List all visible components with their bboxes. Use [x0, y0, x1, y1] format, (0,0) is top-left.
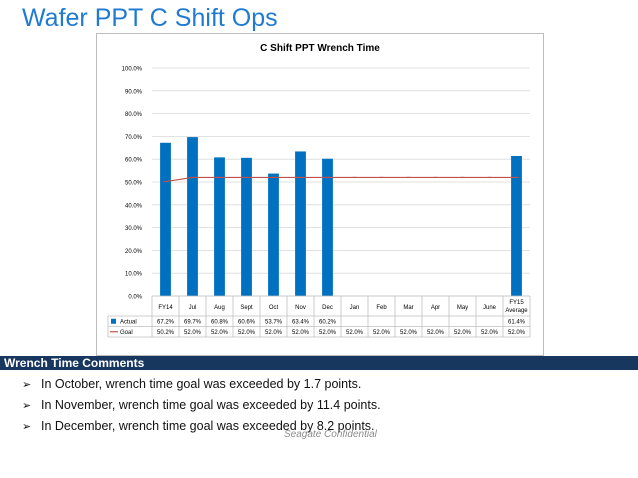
y-tick-label: 40.0% [125, 203, 143, 209]
x-category-label: Oct [269, 305, 279, 311]
y-tick-label: 80.0% [125, 112, 143, 118]
data-value-label: 52.0% [400, 330, 418, 336]
x-category-label: Dec [322, 305, 333, 311]
arrow-bullet-icon: ➢ [22, 421, 32, 433]
bar [187, 137, 198, 296]
bar [268, 173, 279, 296]
comment-text: In October, wrench time goal was exceede… [41, 377, 362, 391]
x-category-label: Aug [214, 305, 225, 311]
data-value-label: 52.0% [508, 330, 526, 336]
bar [160, 142, 171, 296]
data-value-label: 69.7% [184, 320, 202, 326]
goal-line [165, 176, 517, 183]
data-value-label: 52.0% [427, 330, 445, 336]
x-category-label: June [483, 305, 497, 311]
data-value-label: 52.0% [373, 330, 391, 336]
data-value-label: 52.0% [319, 330, 337, 336]
bar [214, 157, 225, 296]
bar [511, 156, 522, 296]
comment-text: In December, wrench time goal was exceed… [41, 419, 375, 433]
series-name: Goal [120, 330, 133, 336]
wrench-time-chart: C Shift PPT Wrench Time 100.0% 90.0% 80.0%… [107, 43, 531, 338]
x-category-label: FY14 [158, 305, 173, 311]
chart-frame: C Shift PPT Wrench Time 100.0% 90.0% 80.0%… [96, 33, 544, 356]
comment-text: In November, wrench time goal was exceed… [41, 398, 381, 412]
x-category-label: Feb [376, 305, 387, 311]
data-value-label: 52.0% [292, 330, 310, 336]
series-name: Actual [120, 320, 137, 326]
data-value-label: 52.0% [211, 330, 229, 336]
x-category-label: Average [505, 308, 528, 314]
arrow-bullet-icon: ➢ [22, 379, 32, 391]
line-layer [163, 176, 519, 183]
data-value-label: 52.0% [238, 330, 256, 336]
chart-title: C Shift PPT Wrench Time [260, 43, 380, 54]
comments-header: Wrench Time Comments [0, 356, 638, 370]
x-category-label: Jul [189, 305, 197, 311]
arrow-bullet-icon: ➢ [22, 400, 32, 412]
bar [295, 151, 306, 296]
x-category-label: Apr [431, 305, 440, 311]
comment-item: ➢ In December, wrench time goal was excee… [22, 418, 381, 439]
y-tick-label: 30.0% [125, 226, 143, 232]
x-category-label: Sept [240, 305, 253, 311]
y-tick-label: 100.0% [122, 67, 143, 73]
y-tick-label: 90.0% [125, 89, 143, 95]
data-table: FY14 Jul Aug Sept Oct Nov Dec Jan Feb Mar Apr May Ju… [107, 295, 531, 338]
x-category-label: Jan [350, 305, 360, 311]
data-value-label: 67.2% [157, 320, 175, 326]
data-value-label: 52.0% [481, 330, 499, 336]
data-value-label: 52.0% [265, 330, 283, 336]
confidential-footer: Seagate Confidential [284, 429, 377, 440]
data-value-label: 60.2% [319, 320, 337, 326]
comment-item: ➢ In November, wrench time goal was excee… [22, 397, 381, 418]
x-category-label: May [457, 305, 468, 311]
data-value-label: 52.0% [184, 330, 202, 336]
bar-layer [160, 137, 522, 296]
data-value-label: 50.2% [157, 330, 175, 336]
data-value-label: 61.4% [508, 320, 526, 326]
y-tick-label: 60.0% [125, 158, 143, 164]
slide-title: Wafer PPT C Shift Ops [22, 4, 278, 32]
comments-list: ➢ In October, wrench time goal was exceed… [22, 376, 381, 439]
data-value-label: 52.0% [454, 330, 472, 336]
data-value-label: 60.8% [211, 320, 229, 326]
legend-key-actual [111, 318, 116, 324]
x-category-label: FY15 [509, 300, 524, 306]
x-category-label: Nov [295, 305, 306, 311]
y-tick-label: 10.0% [125, 272, 143, 278]
data-value-label: 52.0% [346, 330, 364, 336]
comment-item: ➢ In October, wrench time goal was exceed… [22, 376, 381, 397]
y-tick-label: 20.0% [125, 249, 143, 255]
y-tick-label: 50.0% [125, 181, 143, 187]
bar [241, 157, 252, 296]
y-tick-label: 0.0% [128, 295, 142, 301]
y-tick-label: 70.0% [125, 135, 143, 141]
data-value-label: 60.6% [238, 320, 256, 326]
x-category-label: Mar [403, 305, 413, 311]
bar [322, 158, 333, 296]
data-value-label: 63.4% [292, 320, 310, 326]
data-value-label: 53.7% [265, 320, 283, 326]
